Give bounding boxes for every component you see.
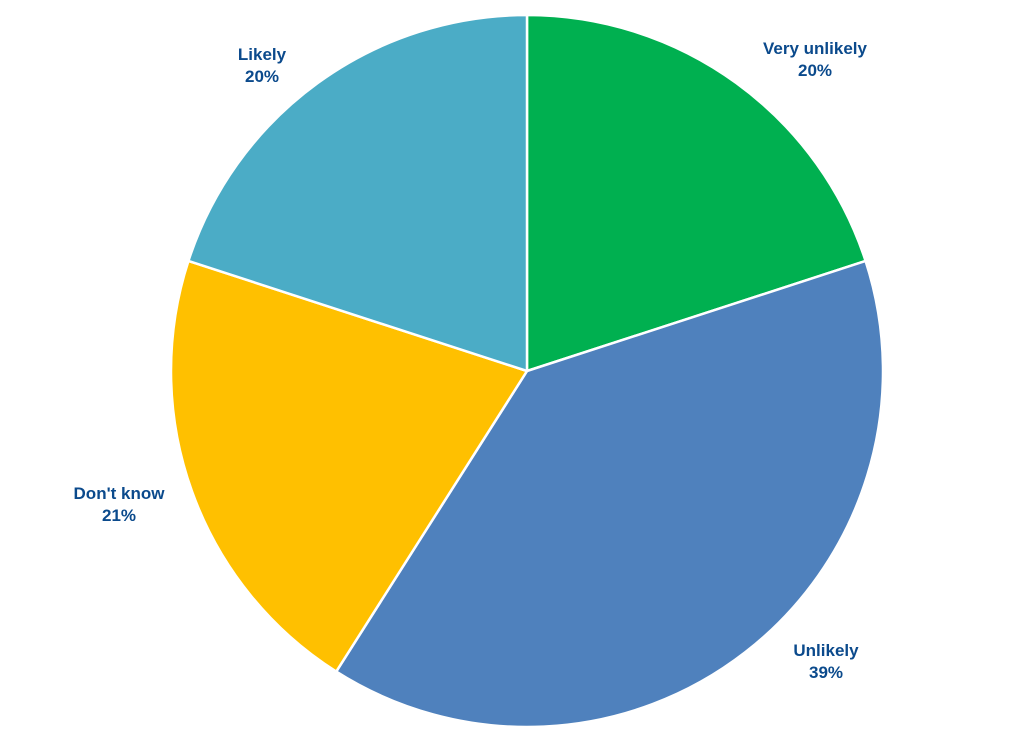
slice-label-don-t-know: Don't know [74,484,166,503]
pie-slices [169,13,885,729]
slice-value-very-unlikely: 20% [798,61,832,80]
pie-slice-likely [187,13,529,373]
slice-label-likely: Likely [238,45,287,64]
pie-slice-very-unlikely [525,13,867,373]
pie-slice-don-t-know [169,259,529,673]
slice-value-unlikely: 39% [809,663,843,682]
slice-label-unlikely: Unlikely [793,641,859,660]
pie-labels: Very unlikely 20% Unlikely 39% Don't know 21%… [74,39,868,682]
slice-label-very-unlikely: Very unlikely [763,39,867,58]
slice-value-likely: 20% [245,67,279,86]
slice-value-don-t-know: 21% [102,506,136,525]
pie-slice-unlikely [334,259,885,729]
